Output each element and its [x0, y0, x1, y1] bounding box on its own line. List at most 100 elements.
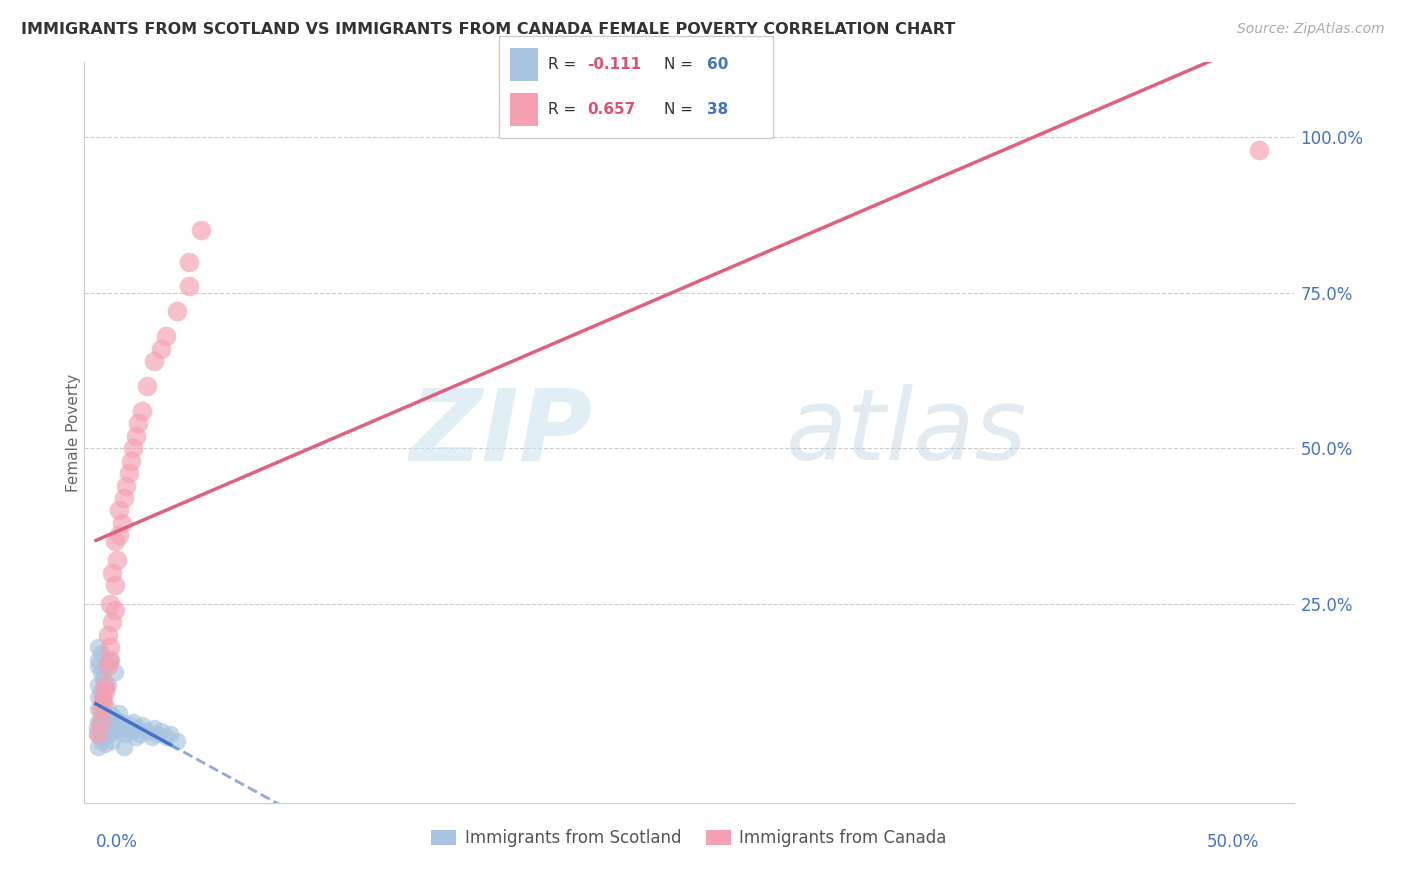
- Point: [108, 503, 131, 517]
- Point: [159, 727, 181, 741]
- Point: [87, 727, 110, 741]
- Point: [97, 724, 120, 739]
- Text: 0.657: 0.657: [586, 102, 636, 117]
- Point: [90, 714, 112, 729]
- Point: [91, 718, 114, 732]
- Point: [101, 708, 124, 723]
- Point: [86, 721, 108, 735]
- Point: [110, 516, 132, 530]
- Y-axis label: Female Poverty: Female Poverty: [66, 374, 80, 491]
- Text: -0.111: -0.111: [586, 57, 641, 72]
- Point: [94, 737, 117, 751]
- Point: [115, 727, 138, 741]
- Point: [166, 304, 188, 318]
- Point: [150, 342, 173, 356]
- Point: [155, 329, 177, 343]
- Point: [98, 640, 121, 655]
- Point: [110, 714, 132, 729]
- Point: [90, 647, 112, 661]
- Point: [143, 354, 166, 368]
- Point: [112, 739, 135, 754]
- Point: [98, 597, 121, 611]
- Point: [97, 677, 120, 691]
- Point: [90, 665, 112, 680]
- Point: [91, 672, 114, 686]
- Point: [97, 702, 120, 716]
- Point: [91, 693, 114, 707]
- Point: [87, 640, 110, 655]
- Text: 60: 60: [707, 57, 728, 72]
- Point: [87, 677, 110, 691]
- Point: [101, 615, 124, 630]
- Point: [108, 724, 131, 739]
- Point: [105, 718, 128, 732]
- Point: [129, 727, 152, 741]
- Point: [87, 739, 110, 754]
- Point: [155, 731, 177, 745]
- Point: [104, 578, 127, 592]
- Point: [101, 733, 124, 747]
- Text: Source: ZipAtlas.com: Source: ZipAtlas.com: [1237, 22, 1385, 37]
- Text: atlas: atlas: [786, 384, 1028, 481]
- Point: [98, 653, 121, 667]
- Point: [94, 708, 117, 723]
- Point: [98, 727, 121, 741]
- Text: ZIP: ZIP: [409, 384, 592, 481]
- Point: [117, 718, 139, 732]
- Point: [115, 478, 138, 492]
- Point: [112, 491, 135, 505]
- Text: N =: N =: [664, 57, 697, 72]
- Point: [98, 653, 121, 667]
- Point: [131, 718, 153, 732]
- Point: [117, 466, 139, 480]
- Point: [97, 659, 120, 673]
- Point: [104, 603, 127, 617]
- Point: [87, 659, 110, 673]
- Point: [87, 702, 110, 716]
- Point: [1247, 143, 1270, 157]
- Text: 0.0%: 0.0%: [96, 833, 138, 851]
- Point: [136, 724, 159, 739]
- Point: [94, 659, 117, 673]
- Text: R =: R =: [548, 102, 582, 117]
- Point: [87, 727, 110, 741]
- Point: [94, 677, 117, 691]
- Point: [87, 653, 110, 667]
- Point: [122, 441, 145, 455]
- Point: [97, 628, 120, 642]
- Point: [91, 706, 114, 720]
- Point: [104, 665, 127, 680]
- Point: [101, 566, 124, 580]
- Point: [141, 731, 163, 745]
- Point: [90, 683, 112, 698]
- Point: [91, 731, 114, 745]
- Point: [177, 254, 200, 268]
- Point: [90, 712, 112, 726]
- Point: [91, 690, 114, 704]
- Point: [90, 696, 112, 710]
- Point: [105, 553, 128, 567]
- Text: 38: 38: [707, 102, 728, 117]
- Point: [112, 721, 135, 735]
- Bar: [510, 93, 537, 126]
- Bar: [510, 48, 537, 81]
- Point: [127, 417, 149, 431]
- Point: [145, 727, 167, 741]
- Point: [91, 696, 114, 710]
- Point: [104, 712, 127, 726]
- Point: [94, 721, 117, 735]
- Text: N =: N =: [664, 102, 697, 117]
- Text: R =: R =: [548, 57, 582, 72]
- Point: [97, 718, 120, 732]
- Point: [94, 683, 117, 698]
- Point: [166, 733, 188, 747]
- Point: [136, 379, 159, 393]
- Point: [104, 534, 127, 549]
- FancyBboxPatch shape: [499, 36, 773, 138]
- Point: [108, 528, 131, 542]
- Text: 50.0%: 50.0%: [1206, 833, 1258, 851]
- Point: [120, 724, 142, 739]
- Point: [87, 714, 110, 729]
- Point: [131, 404, 153, 418]
- Point: [90, 702, 112, 716]
